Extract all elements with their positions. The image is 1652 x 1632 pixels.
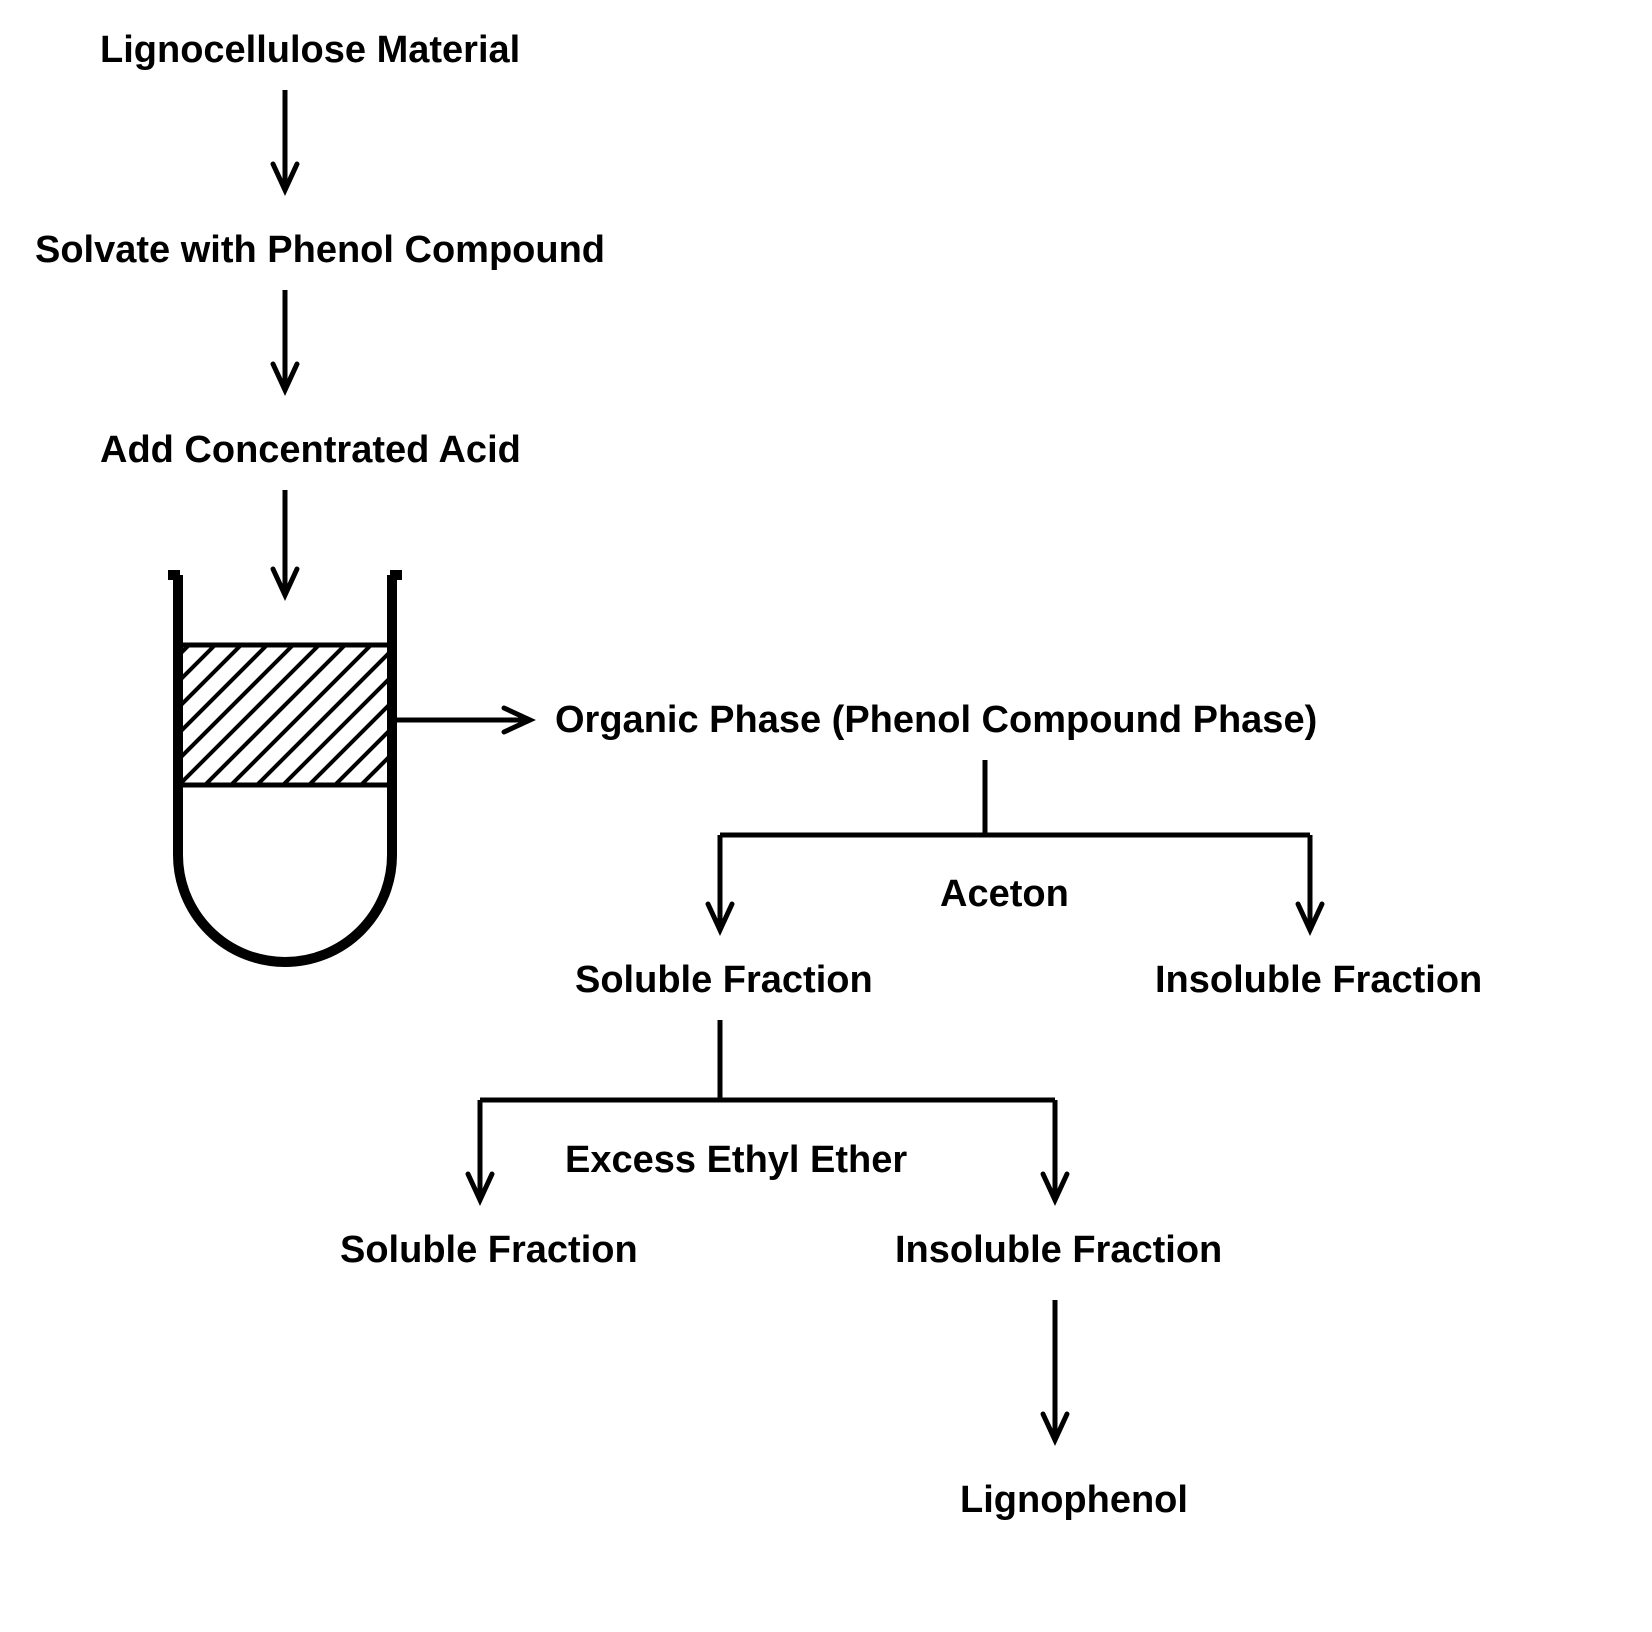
- flow-node-n4: Organic Phase (Phenol Compound Phase): [555, 700, 1317, 742]
- flow-node-n10: Insoluble Fraction: [895, 1230, 1222, 1272]
- flow-node-n2: Solvate with Phenol Compound: [35, 230, 605, 272]
- flow-node-n1: Lignocellulose Material: [100, 30, 520, 72]
- flow-node-n11: Lignophenol: [960, 1480, 1188, 1522]
- flow-node-n8: Excess Ethyl Ether: [565, 1140, 907, 1182]
- flow-node-n9: Soluble Fraction: [340, 1230, 638, 1272]
- flow-node-n3: Add Concentrated Acid: [100, 430, 521, 472]
- flow-node-n6: Soluble Fraction: [575, 960, 873, 1002]
- flow-node-n7: Insoluble Fraction: [1155, 960, 1482, 1002]
- flow-node-n5: Aceton: [940, 874, 1069, 916]
